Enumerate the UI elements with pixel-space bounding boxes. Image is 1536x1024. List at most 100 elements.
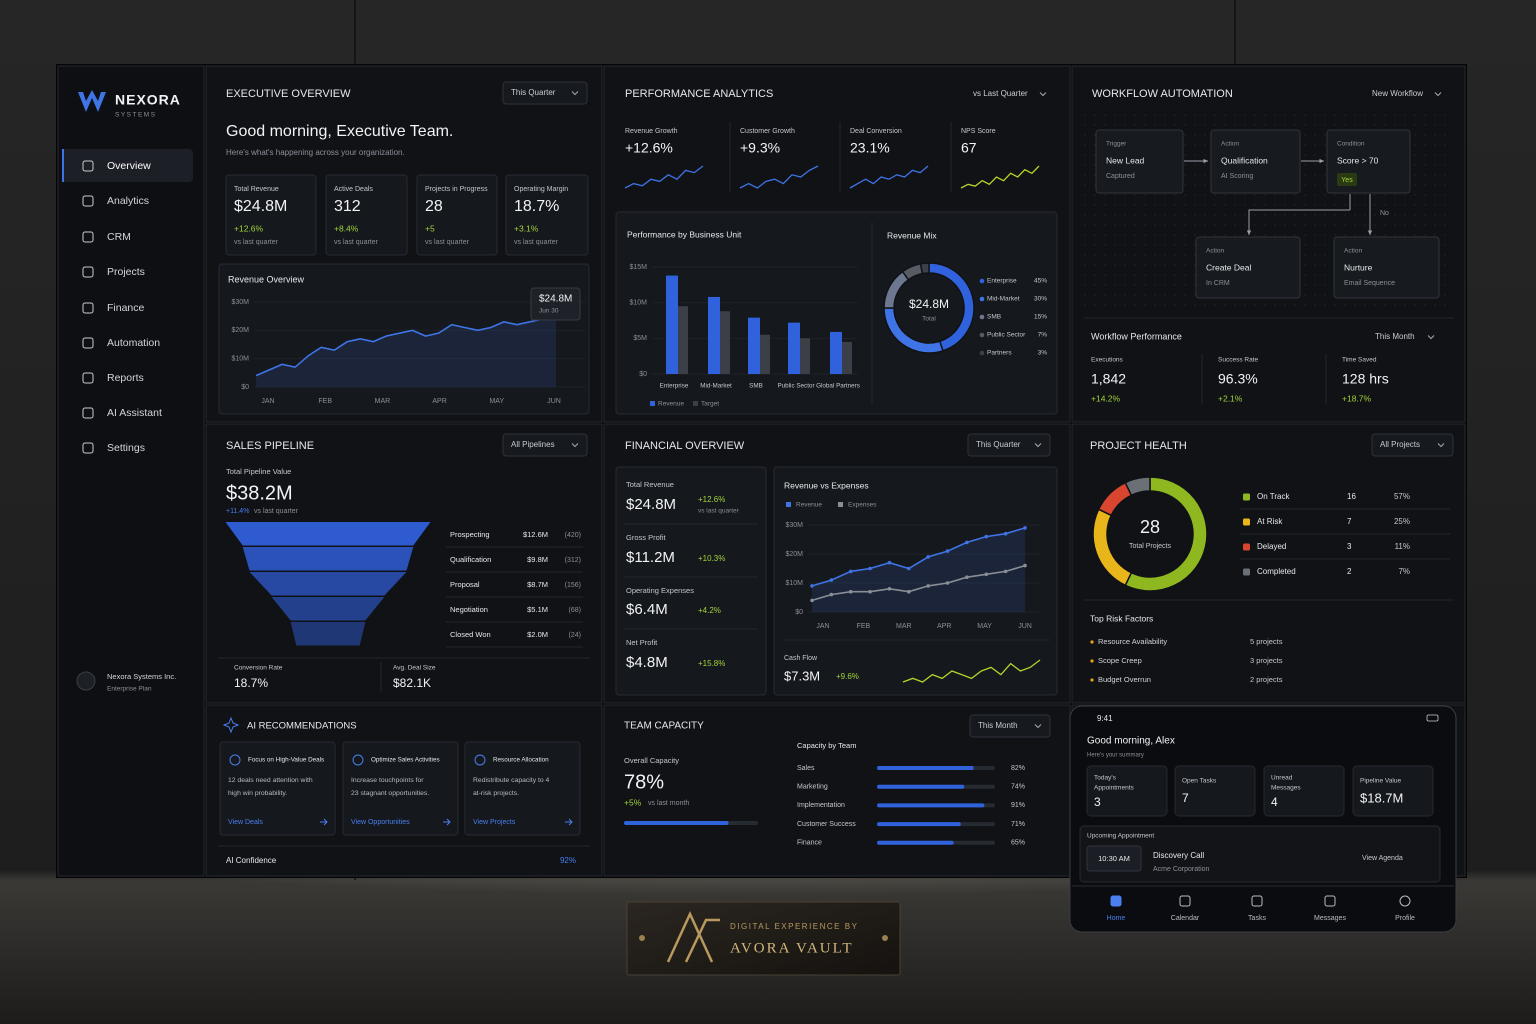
point	[810, 584, 814, 588]
battery-icon	[1426, 714, 1439, 722]
filter[interactable]: All Pipelines	[511, 440, 555, 449]
nav-item[interactable]: Automation	[107, 337, 160, 349]
funnel-stage	[249, 572, 407, 596]
progress-fill	[624, 821, 729, 825]
point	[1003, 569, 1008, 574]
card-link[interactable]: View Projects	[473, 819, 516, 826]
filter-box	[502, 81, 588, 105]
subtitle: Here's what's happening across your orga…	[226, 148, 405, 157]
metric-value: $4.8M	[626, 654, 668, 671]
appointment-link[interactable]: View Agenda	[1362, 855, 1403, 862]
card-title: Resource Allocation	[493, 757, 549, 764]
card-body: 23 stagnant opportunities.	[351, 790, 429, 797]
card-link[interactable]: View Deals	[228, 819, 263, 826]
metric-value: $24.8M	[626, 496, 676, 513]
stat-change: +18.7%	[1342, 393, 1372, 403]
tooltip-value: $24.8M	[539, 294, 572, 305]
nav-item[interactable]: Analytics	[107, 195, 149, 207]
nav-icon	[82, 195, 94, 207]
legend-label: At Risk	[1257, 517, 1283, 526]
bar	[877, 803, 985, 808]
point	[848, 569, 853, 574]
metric-label: Operating Expenses	[626, 586, 694, 595]
y-tick-label: $0	[639, 371, 647, 378]
panel-title: WORKFLOW AUTOMATION	[1092, 88, 1233, 100]
donut-center-label: Total Projects	[1129, 543, 1172, 550]
brand-name: NEXORA	[115, 92, 181, 108]
tab-label[interactable]: Tasks	[1248, 915, 1266, 922]
stage-name: Proposal	[450, 580, 480, 589]
mobile-greeting: Good morning, Alex	[1087, 736, 1175, 747]
team-value: 91%	[1011, 802, 1025, 809]
metric-change: +4.2%	[698, 606, 721, 615]
legend-value: 45%	[1034, 278, 1047, 285]
nav-item[interactable]: CRM	[107, 231, 131, 243]
filter[interactable]: This Quarter	[976, 440, 1021, 449]
nav-icon	[82, 337, 94, 349]
total-note: vs last quarter	[254, 508, 299, 515]
y-tick-label: $0	[241, 384, 249, 391]
filter[interactable]: This Quarter	[511, 88, 556, 97]
nav-item[interactable]: Overview	[107, 160, 151, 172]
tab-icon	[1251, 895, 1263, 907]
legend-label: On Track	[1257, 492, 1290, 501]
tile-value: 7	[1182, 791, 1189, 805]
nav-icon	[82, 160, 94, 172]
tile-value: 3	[1094, 795, 1101, 809]
y-tick-label: $15M	[629, 264, 647, 271]
tab-label[interactable]: Profile	[1395, 915, 1415, 922]
card-link[interactable]: View Opportunities	[351, 819, 410, 826]
chart-title: Revenue Overview	[228, 274, 305, 284]
arrow-icon	[443, 818, 451, 826]
legend-label: Mid-Market	[987, 296, 1020, 303]
nav-icon	[82, 442, 94, 454]
team-value: 65%	[1011, 840, 1025, 847]
stage-name: Prospecting	[450, 530, 490, 539]
filter[interactable]: This Month	[978, 721, 1018, 730]
panel-title: AI RECOMMENDATIONS	[247, 721, 357, 732]
nav-item[interactable]: Reports	[107, 372, 144, 384]
nav-item[interactable]: Settings	[107, 442, 145, 454]
tab-icon	[1399, 895, 1411, 907]
filter[interactable]: vs Last Quarter	[973, 89, 1028, 98]
filter[interactable]: All Projects	[1380, 440, 1420, 449]
stage-value: $9.8M	[527, 555, 548, 564]
legend-dot	[979, 278, 985, 284]
tab-label[interactable]: Home	[1107, 915, 1126, 922]
x-tick-label: Mid-Market	[700, 383, 732, 390]
point	[965, 540, 969, 545]
risk-count: 2 projects	[1250, 675, 1283, 684]
workflow-node	[1333, 236, 1440, 299]
metric-note: vs last quarter	[698, 508, 740, 515]
nav-item[interactable]: Projects	[107, 266, 145, 278]
nav-item[interactable]: AI Assistant	[107, 407, 162, 419]
point	[984, 572, 989, 577]
funnel-stage	[242, 547, 414, 571]
stage-value: $8.7M	[527, 580, 548, 589]
node-kind: Condition	[1337, 141, 1365, 148]
chart-title: Revenue vs Expenses	[784, 480, 869, 490]
tooltip	[530, 287, 581, 321]
nav-item[interactable]: Finance	[107, 302, 145, 314]
legend-share: 25%	[1394, 517, 1410, 526]
x-tick-label: APR	[937, 623, 951, 630]
kpi-note: vs last quarter	[425, 239, 470, 246]
legend-value: 7%	[1038, 332, 1048, 339]
filter[interactable]: New Workflow	[1372, 89, 1423, 98]
section-title: Top Risk Factors	[1090, 613, 1153, 623]
filter[interactable]: This Month	[1375, 332, 1415, 341]
legend-value: 3%	[1038, 350, 1048, 357]
legend-share: 57%	[1394, 492, 1410, 501]
cash-flow-change: +9.6%	[836, 672, 859, 681]
card-body: high win probability.	[228, 790, 287, 797]
donut-center-label: Total	[922, 316, 936, 323]
point	[965, 575, 969, 579]
kpi-label: Active Deals	[334, 186, 373, 193]
bar	[877, 822, 961, 827]
cash-flow-value: $7.3M	[784, 668, 820, 683]
tab-label[interactable]: Calendar	[1171, 915, 1200, 922]
footer-value: 18.7%	[234, 676, 268, 690]
filter-box	[967, 433, 1051, 457]
tab-label[interactable]: Messages	[1314, 915, 1346, 922]
avatar	[76, 671, 96, 691]
